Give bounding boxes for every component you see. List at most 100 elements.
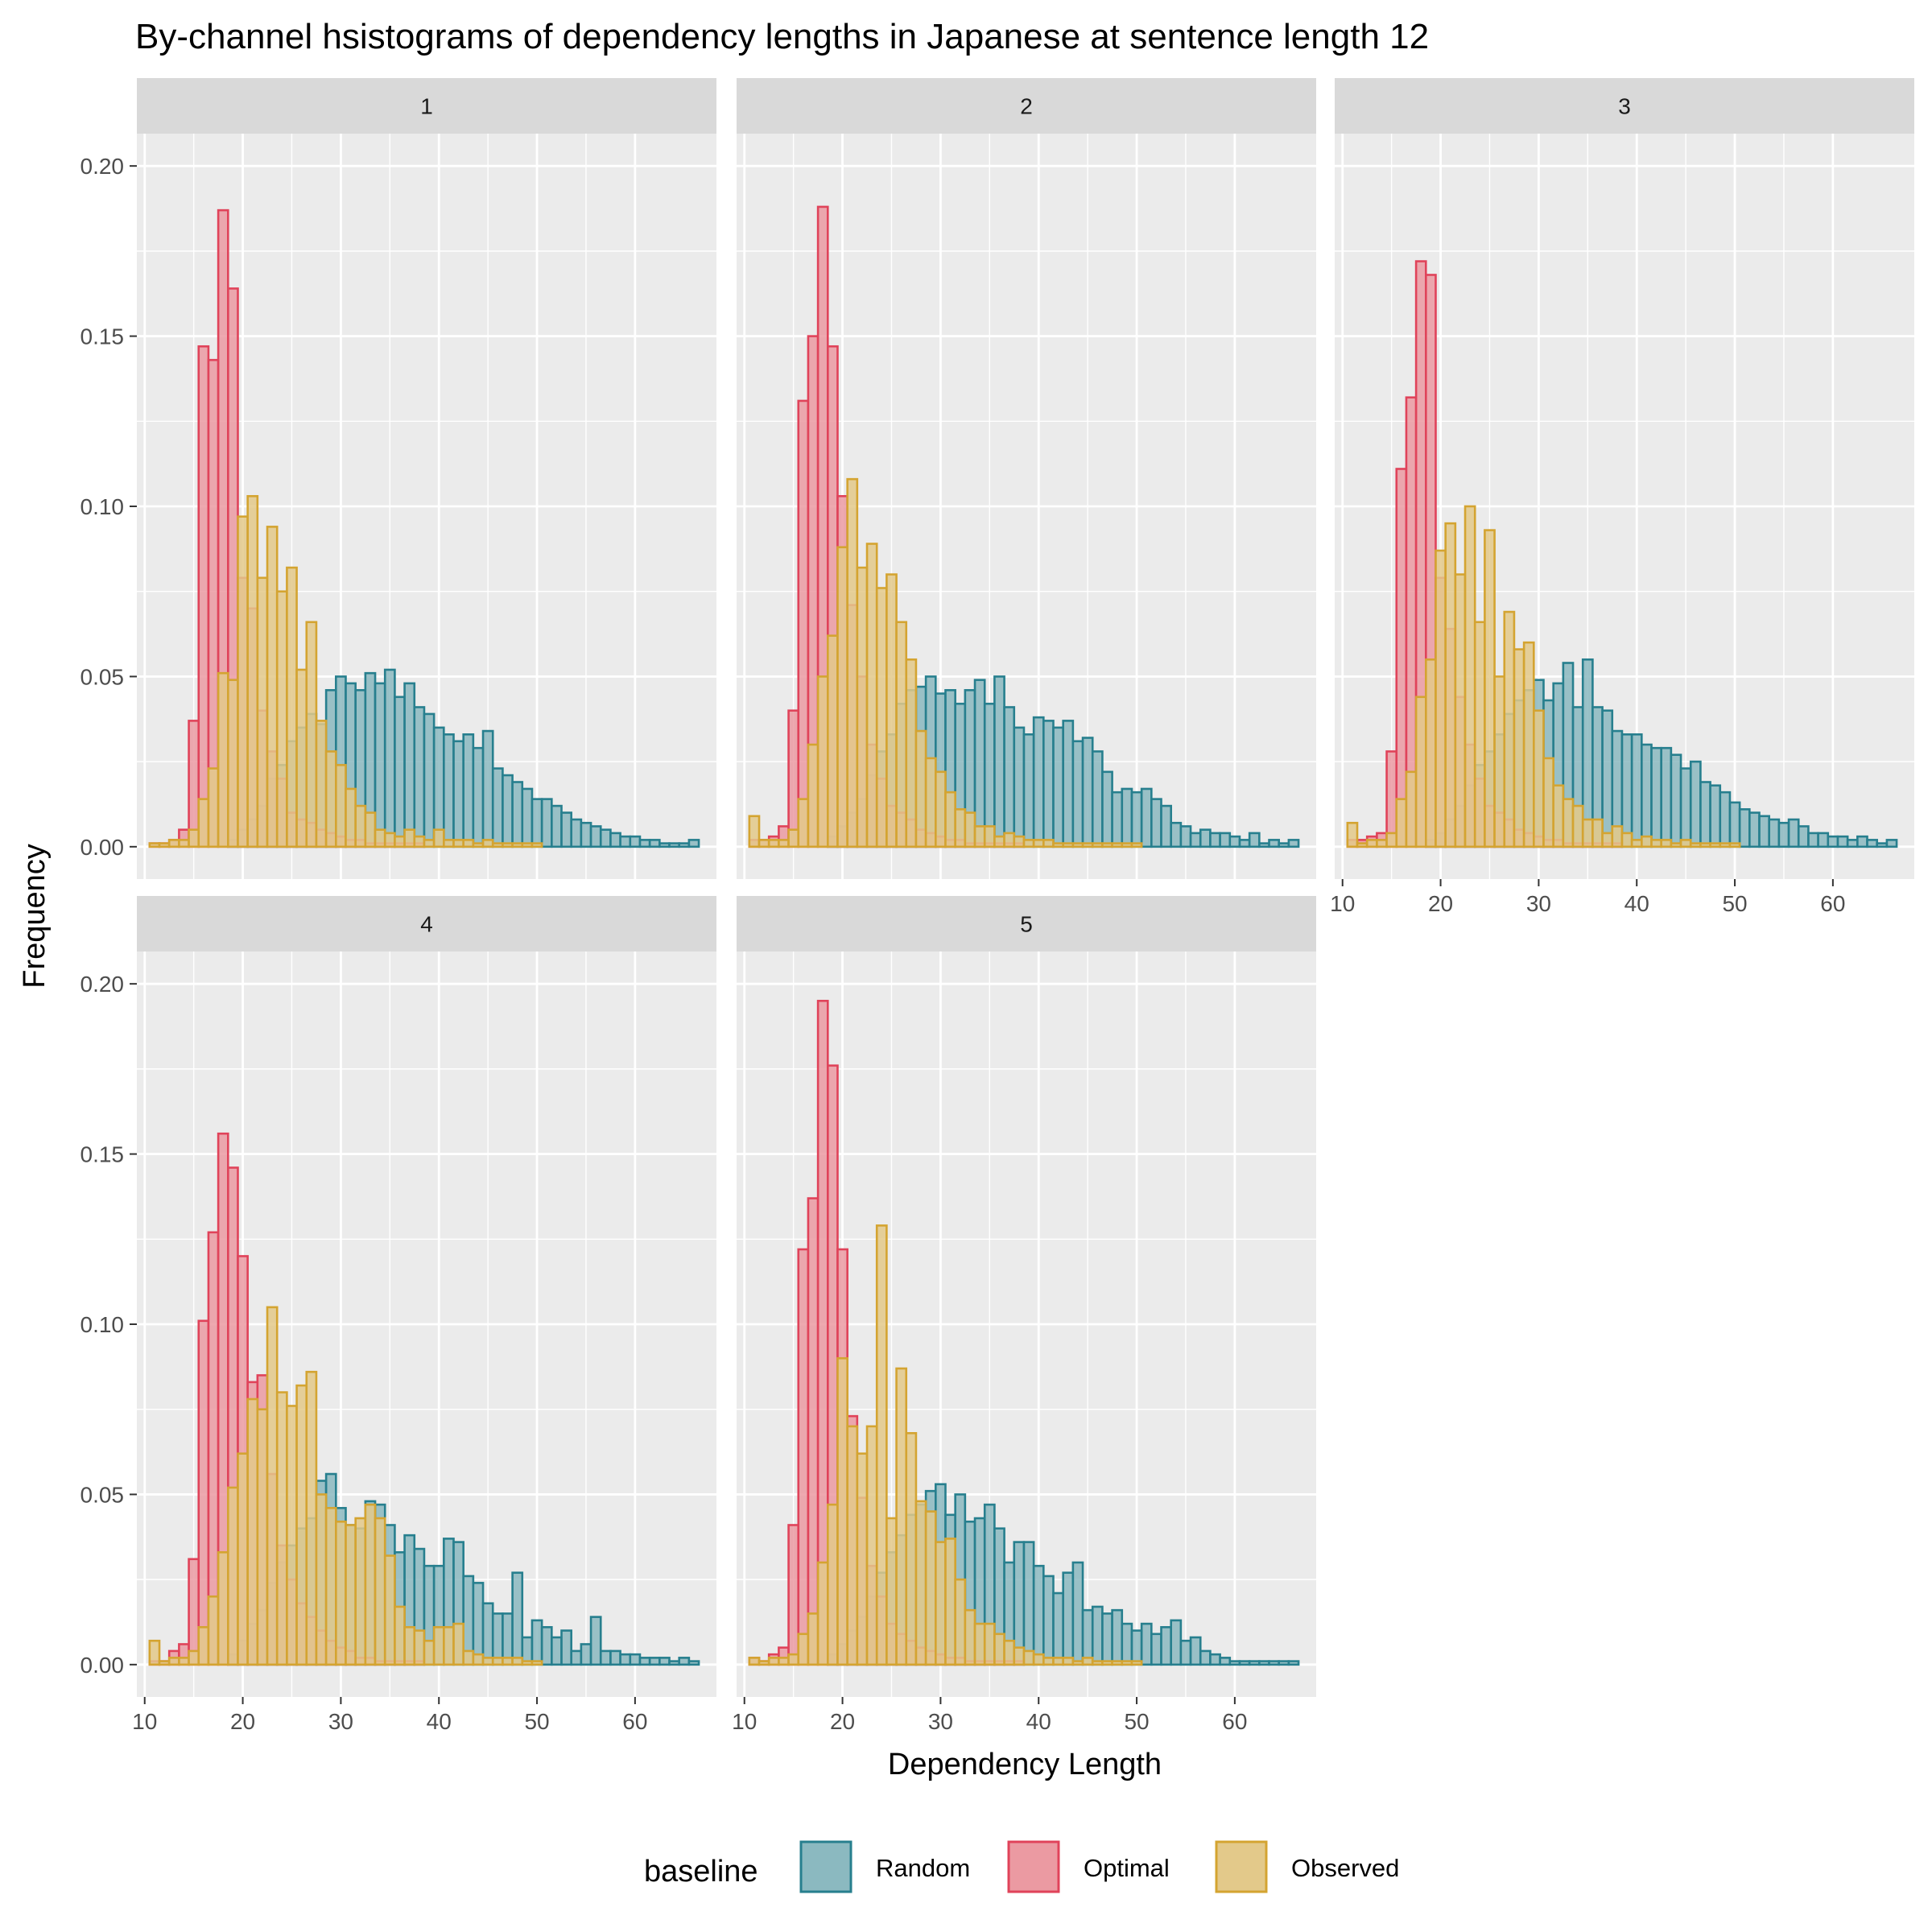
bar-random — [481, 1602, 494, 1666]
bar-observed — [1630, 839, 1643, 848]
bar-observed — [846, 477, 859, 848]
bar-random — [1278, 842, 1290, 848]
bar-observed — [1552, 784, 1565, 848]
bar-random — [403, 682, 416, 848]
bar-random — [1719, 791, 1732, 848]
facet-strip — [1335, 78, 1914, 134]
bar-observed — [246, 1397, 259, 1666]
facet-strip-label: 5 — [1020, 912, 1033, 937]
bar-random — [374, 682, 386, 848]
bar-observed — [1376, 839, 1388, 848]
bar-random — [1101, 770, 1113, 848]
bar-observed — [315, 720, 328, 848]
bar-observed — [1542, 757, 1554, 848]
bar-random — [1219, 832, 1232, 848]
x-tick-label: 30 — [328, 1709, 353, 1734]
bar-observed — [914, 1500, 927, 1666]
bar-random — [1062, 720, 1075, 848]
bar-random — [1140, 787, 1153, 848]
y-tick-label: 0.05 — [80, 1482, 125, 1507]
x-axis-title: Dependency Length — [888, 1748, 1162, 1781]
bar-random — [638, 1657, 651, 1666]
bar-random — [530, 1619, 543, 1666]
bar-random — [1278, 1660, 1290, 1666]
bar-observed — [905, 1432, 918, 1666]
x-tick-label: 20 — [830, 1709, 855, 1734]
bar-observed — [767, 1657, 780, 1666]
bar-observed — [1022, 1649, 1035, 1666]
bar-random — [511, 781, 524, 848]
bar-random — [1601, 709, 1614, 848]
bar-random — [1071, 1561, 1084, 1666]
bar-random — [1013, 1541, 1026, 1666]
bar-observed — [286, 1405, 298, 1666]
x-tick-label: 50 — [1124, 1709, 1149, 1734]
bar-observed — [256, 576, 269, 848]
bar-observed — [364, 1503, 377, 1666]
bar-observed — [423, 1639, 436, 1666]
bar-random — [521, 787, 534, 848]
bar-random — [678, 1657, 691, 1666]
legend-item-optimal: Optimal — [1007, 1840, 1170, 1893]
bar-random — [629, 835, 642, 848]
bar-random — [1052, 1591, 1064, 1666]
bar-random — [638, 839, 651, 848]
y-axis-title: Frequency — [18, 844, 52, 989]
bar-random — [589, 1616, 602, 1666]
bar-observed — [1405, 770, 1418, 848]
bar-random — [678, 842, 691, 848]
bar-random — [1160, 804, 1172, 848]
bar-observed — [1032, 839, 1045, 848]
bar-random — [1689, 760, 1702, 848]
bar-random — [609, 1649, 621, 1666]
bar-random — [599, 828, 612, 848]
bar-random — [1209, 1653, 1221, 1666]
bar-random — [1876, 842, 1889, 848]
bar-random — [1179, 825, 1192, 848]
bar-random — [1042, 720, 1055, 848]
bar-random — [1817, 832, 1830, 848]
facet-strip — [137, 896, 716, 952]
bar-observed — [807, 1612, 819, 1666]
bar-observed — [758, 1660, 770, 1666]
bar-observed — [846, 1425, 859, 1666]
bar-observed — [491, 1657, 504, 1666]
bar-observed — [1346, 821, 1359, 848]
bar-random — [687, 1660, 700, 1666]
bar-observed — [530, 842, 543, 848]
bar-observed — [462, 1649, 475, 1666]
bar-observed — [207, 767, 220, 848]
bar-observed — [324, 1507, 337, 1666]
bar-observed — [178, 839, 190, 848]
x-tick-label: 10 — [132, 1709, 157, 1734]
bar-observed — [315, 1493, 328, 1666]
x-tick-label: 30 — [928, 1709, 953, 1734]
bar-random — [423, 712, 436, 848]
facet-strip — [737, 896, 1316, 952]
bar-random — [589, 825, 602, 848]
bar-observed — [1591, 818, 1604, 848]
bar-observed — [413, 1629, 426, 1666]
bar-random — [1160, 1626, 1172, 1666]
bars — [148, 208, 700, 848]
bar-observed — [178, 1657, 190, 1666]
bar-observed — [521, 842, 534, 848]
bar-observed — [413, 835, 426, 848]
bar-observed — [246, 495, 259, 848]
bar-random — [1189, 1636, 1202, 1666]
bar-observed — [836, 1356, 848, 1666]
bar-random — [1748, 811, 1761, 848]
bar-observed — [383, 832, 396, 848]
facet-panel-1: 1 0.00 0.05 0.10 0.15 0.20 — [80, 78, 716, 879]
bar-observed — [207, 1595, 220, 1666]
bars — [748, 205, 1300, 848]
bar-observed — [1601, 832, 1614, 848]
bar-observed — [472, 842, 485, 848]
bars — [148, 1132, 700, 1666]
bar-observed — [1533, 709, 1545, 848]
bar-observed — [748, 815, 761, 848]
bar-random — [668, 842, 681, 848]
bar-observed — [836, 546, 848, 848]
bar-observed — [973, 825, 986, 848]
